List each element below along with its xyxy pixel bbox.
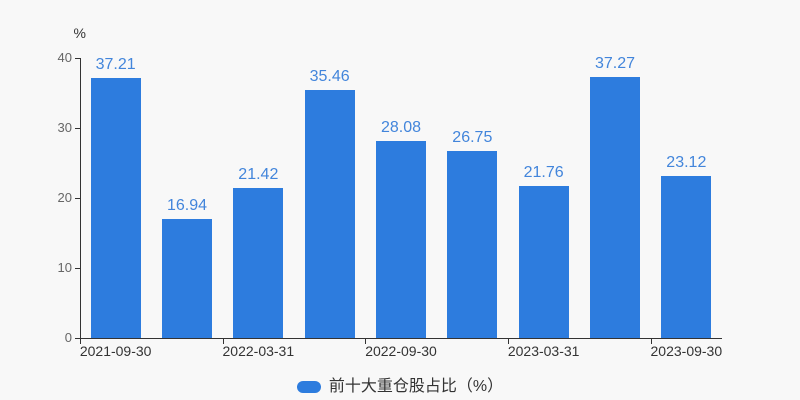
bar-value-label: 21.42: [238, 166, 279, 184]
y-axis-unit-label: %: [73, 25, 86, 41]
y-tick-label: 30: [57, 120, 72, 135]
x-tick-label: 2023-09-30: [650, 343, 723, 359]
y-tick-label: 40: [57, 50, 72, 65]
x-tick-label: 2022-09-30: [365, 343, 437, 359]
y-axis-tick: [75, 268, 80, 269]
y-axis-tick: [75, 128, 80, 129]
bar: [376, 141, 426, 338]
bar-value-label: 26.75: [452, 128, 493, 146]
legend-swatch: [296, 381, 321, 393]
x-tick-label: 2022-03-31: [222, 343, 295, 359]
bar: [304, 89, 355, 338]
bar: [447, 150, 498, 338]
bar: [233, 188, 284, 338]
bar-value-label: 35.46: [309, 67, 350, 85]
bar-value-label: 21.76: [523, 163, 564, 181]
y-axis-tick: [75, 58, 80, 59]
x-axis-tick: [365, 339, 367, 344]
y-tick-label: 20: [57, 190, 72, 205]
x-tick-label: 2023-03-31: [507, 343, 580, 359]
y-axis-tick: [75, 338, 80, 339]
x-axis-line: [80, 338, 722, 339]
x-axis-tick: [222, 339, 224, 344]
x-axis-tick: [650, 339, 652, 344]
bar: [162, 219, 212, 338]
legend-label: 前十大重仓股占比（%）: [328, 378, 504, 395]
y-axis-tick: [75, 198, 80, 199]
x-axis-tick: [508, 339, 509, 344]
y-tick-label: 0: [64, 330, 72, 345]
bar-value-label: 28.08: [380, 119, 422, 137]
bar-value-label: 37.27: [594, 55, 636, 73]
legend: 前十大重仓股占比（%）: [0, 377, 800, 397]
bar-value-label: 37.21: [95, 55, 136, 73]
y-tick-label: 10: [57, 260, 72, 275]
bar-value-label: 16.94: [166, 197, 208, 215]
x-axis-tick: [80, 339, 81, 344]
bar: [90, 77, 141, 338]
bar: [518, 185, 569, 338]
bar-value-label: 23.12: [666, 154, 707, 172]
bar: [661, 176, 712, 338]
x-tick-label: 2021-09-30: [79, 343, 152, 359]
bar: [590, 77, 640, 338]
y-axis-line: [80, 58, 81, 338]
